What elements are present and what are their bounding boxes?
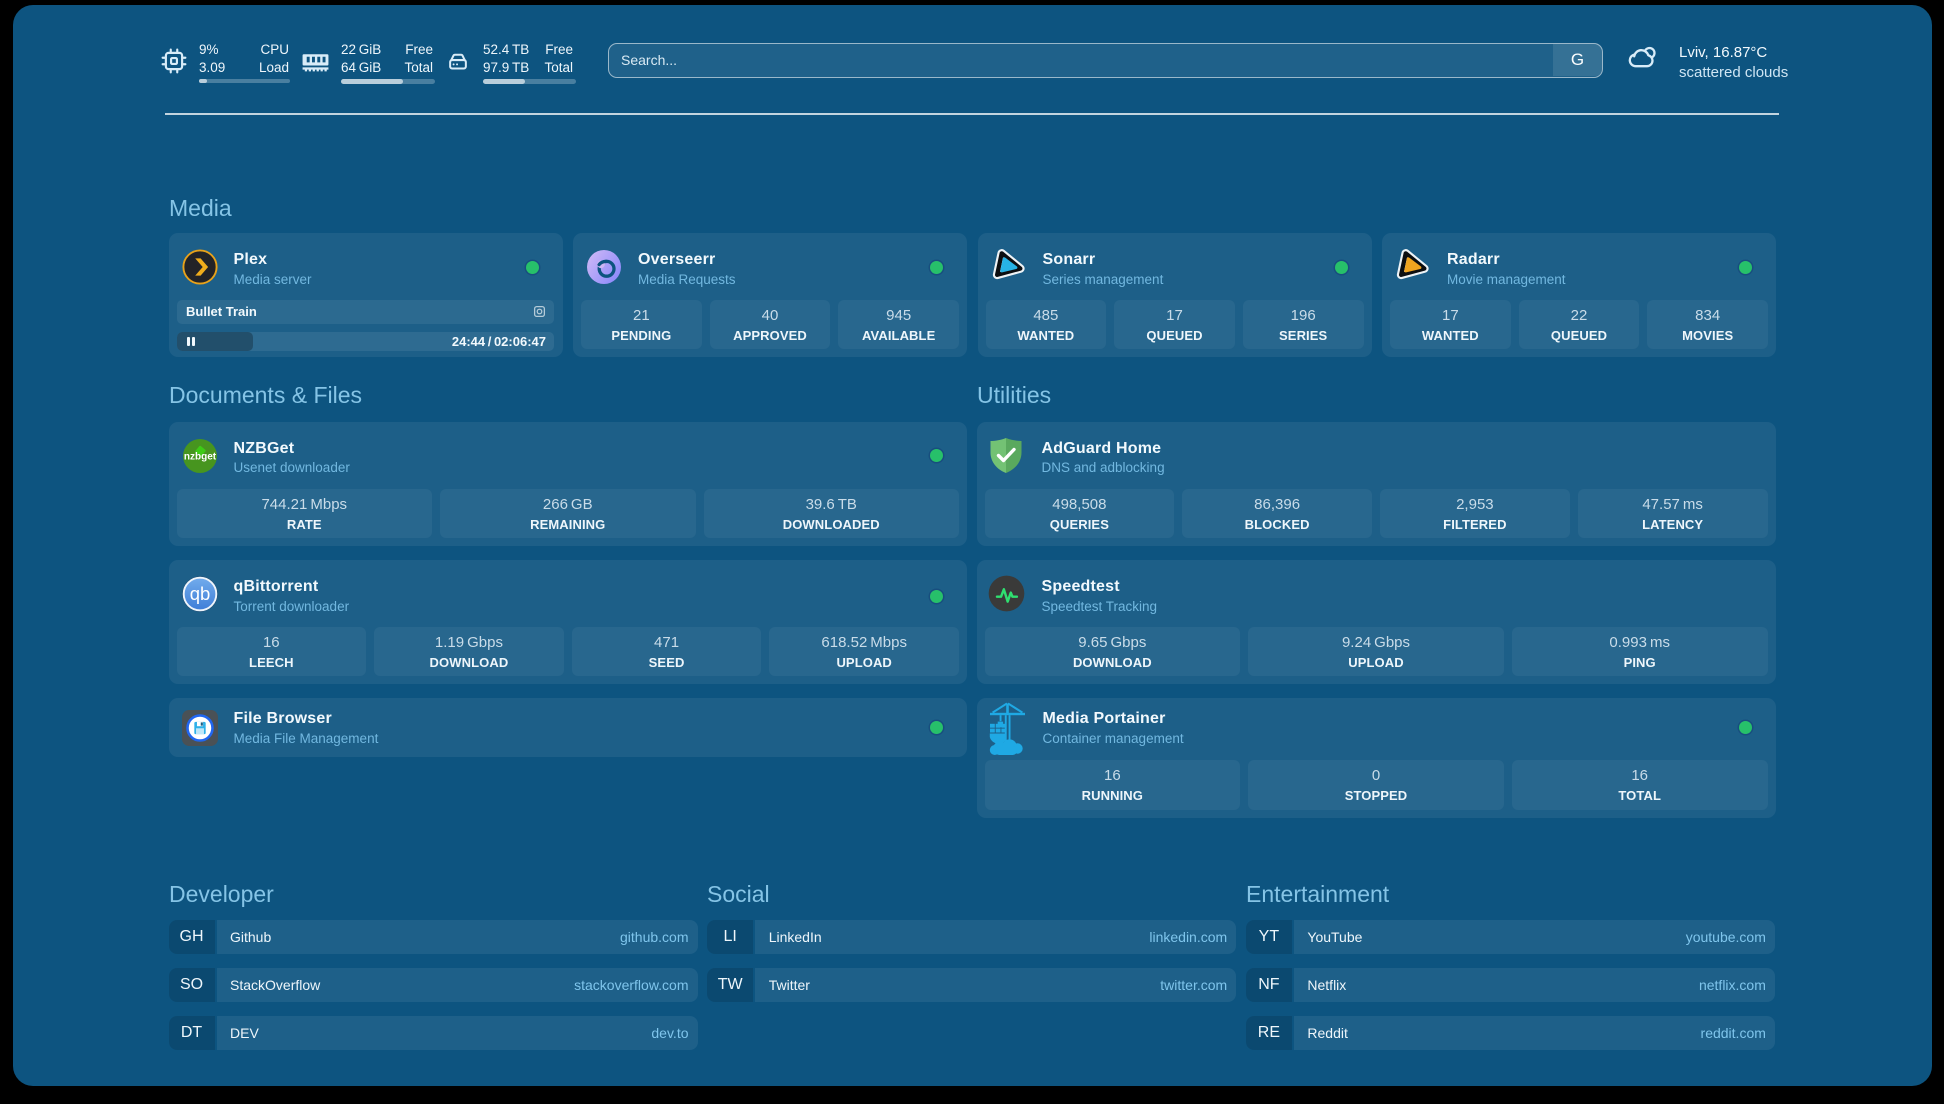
svg-text:nzbget: nzbget — [183, 451, 216, 462]
svg-text:qb: qb — [189, 583, 210, 604]
